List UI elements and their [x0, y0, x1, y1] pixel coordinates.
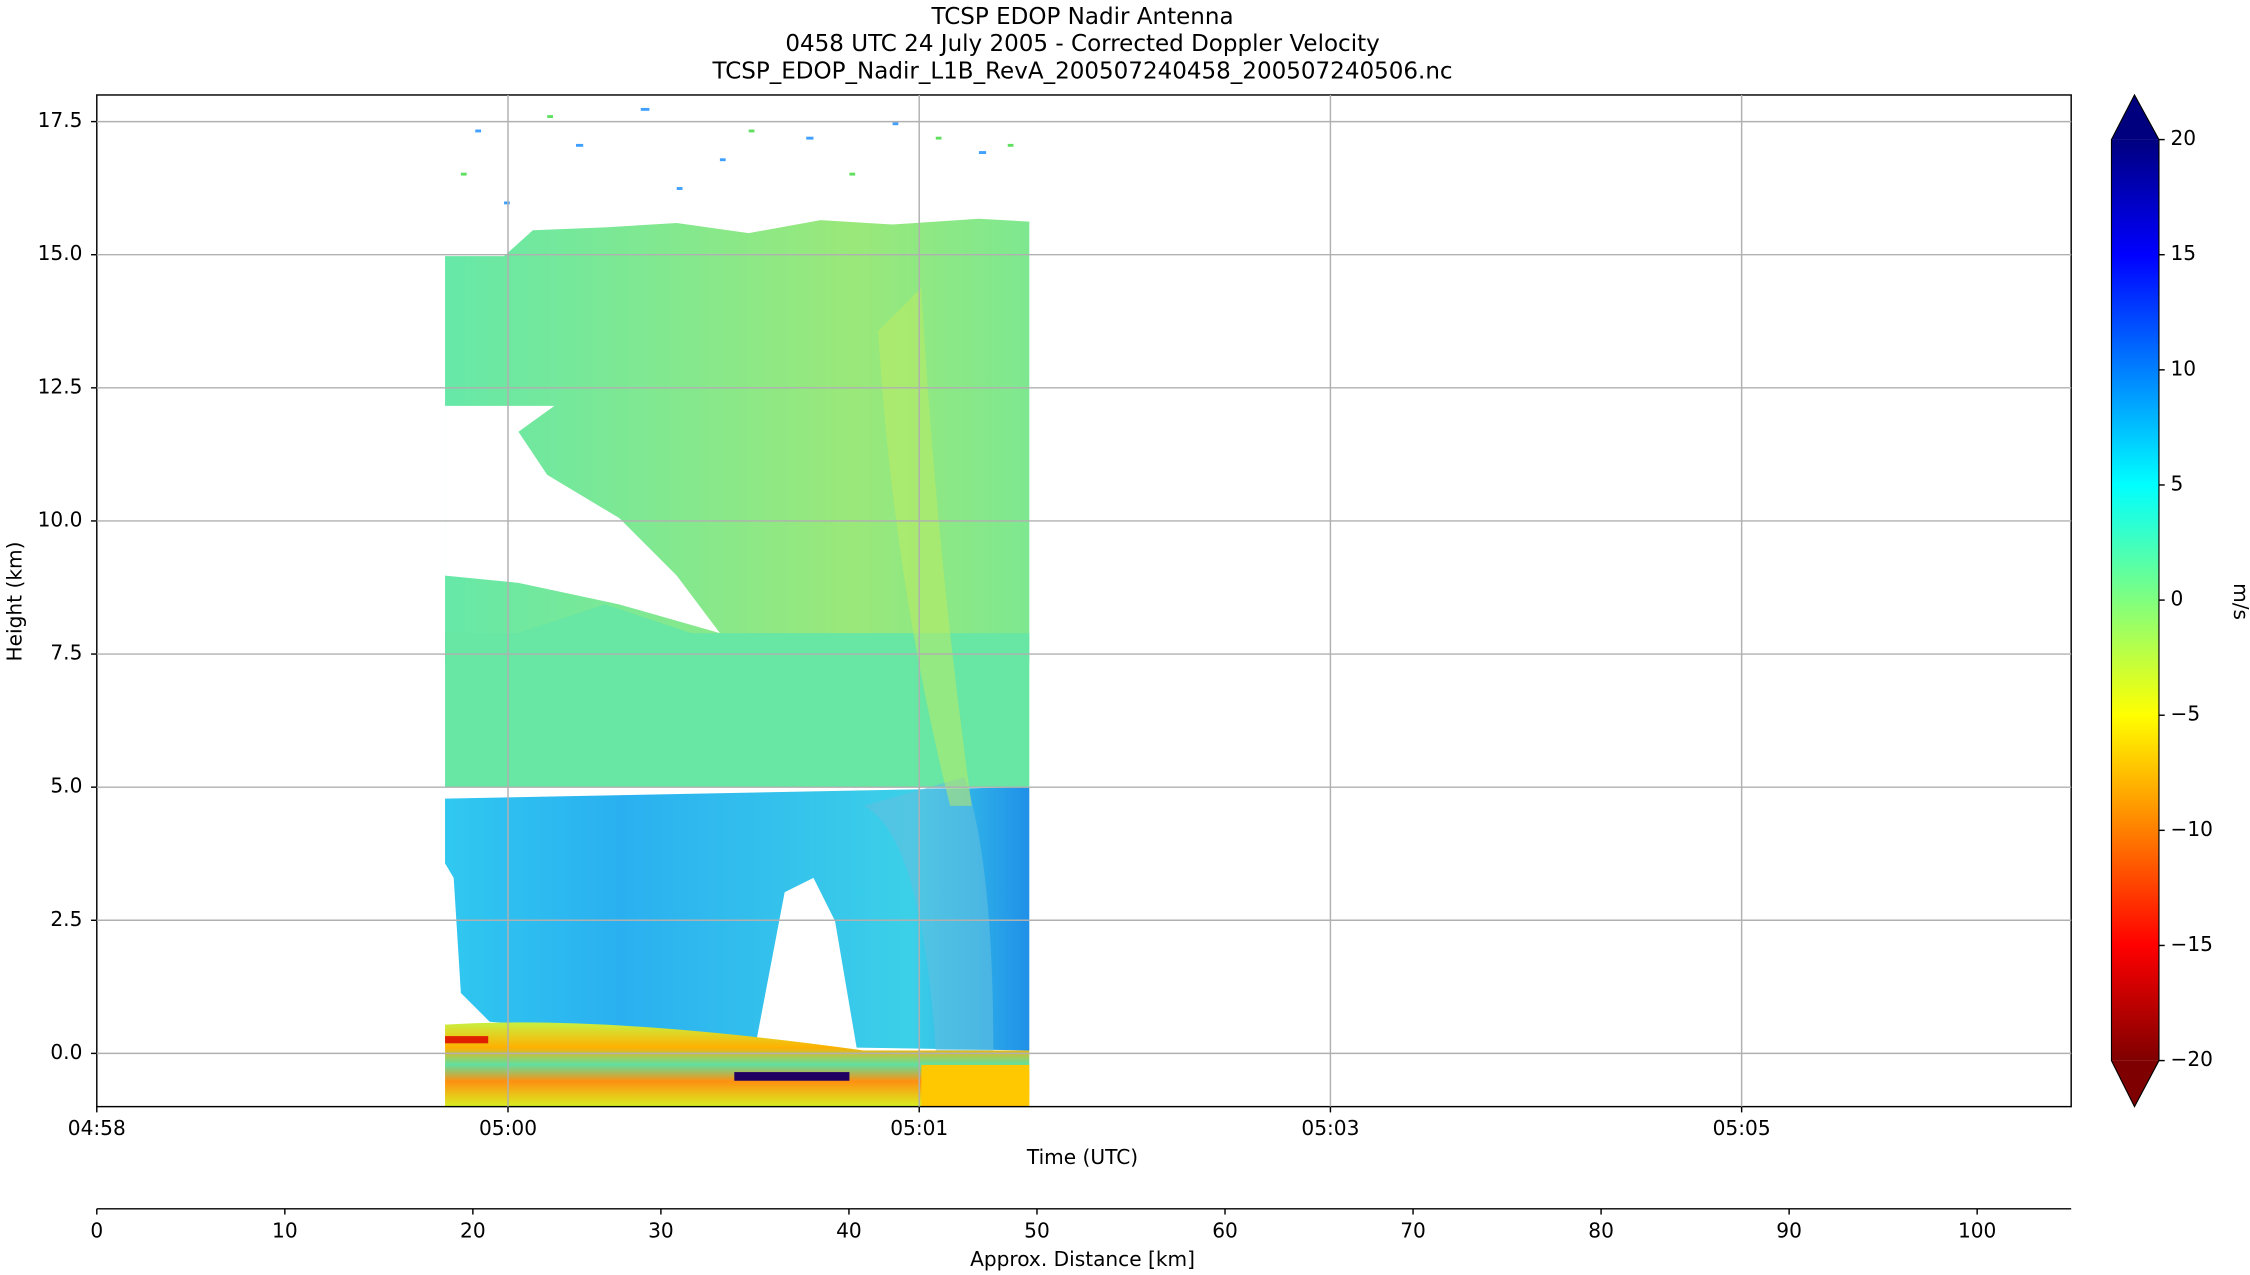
chart-subtitle: 0458 UTC 24 July 2005 - Corrected Dopple… — [785, 31, 1379, 57]
x-tick-label: 05:01 — [890, 1116, 948, 1140]
colorbar-tick-label: 20 — [2170, 126, 2196, 150]
colorbar — [2111, 139, 2159, 1061]
distance-tick-label: 70 — [1400, 1218, 1426, 1242]
y-axis-label: Height (km) — [3, 542, 27, 662]
distance-tick-label: 100 — [1958, 1218, 1996, 1242]
colorbar-extend-min — [2111, 1060, 2159, 1107]
y-tick-label: 10.0 — [38, 507, 83, 531]
colorbar-tick-label: −5 — [2170, 702, 2200, 726]
file-name: TCSP_EDOP_Nadir_L1B_RevA_200507240458_20… — [711, 58, 1452, 84]
y-tick-label: 7.5 — [50, 641, 82, 665]
distance-tick-label: 80 — [1588, 1218, 1614, 1242]
x-tick-label: 05:03 — [1301, 1116, 1359, 1140]
y-tick-label: 17.5 — [38, 108, 83, 132]
colorbar-tick-label: 5 — [2170, 471, 2183, 495]
y-tick-label: 2.5 — [50, 907, 82, 931]
plot-frame — [96, 94, 2072, 1108]
x-tick-label: 04:58 — [68, 1116, 126, 1140]
colorbar-extend-max — [2111, 94, 2159, 140]
radar-field — [445, 107, 1030, 1107]
x-tick-label: 05:05 — [1713, 1116, 1771, 1140]
colorbar-tick-label: −20 — [2170, 1047, 2212, 1071]
colorbar-tick-label: 0 — [2170, 587, 2183, 611]
distance-tick-label: 30 — [648, 1218, 674, 1242]
y-tick-label: 12.5 — [38, 374, 83, 398]
distance-tick-label: 60 — [1212, 1218, 1238, 1242]
colorbar-tick-label: 15 — [2170, 241, 2196, 265]
colorbar-tick-label: −15 — [2170, 932, 2212, 956]
x-axis-label: Time (UTC) — [1026, 1145, 1138, 1169]
distance-tick-label: 10 — [272, 1218, 298, 1242]
y-tick-label: 5.0 — [50, 774, 82, 798]
distance-tick-label: 20 — [460, 1218, 486, 1242]
distance-tick-label: 90 — [1776, 1218, 1802, 1242]
x-tick-label: 05:00 — [479, 1116, 537, 1140]
colorbar-tick-label: 10 — [2170, 356, 2196, 380]
colorbar-tick-label: −10 — [2170, 817, 2212, 841]
y-tick-label: 15.0 — [38, 241, 83, 265]
distance-tick-label: 40 — [836, 1218, 862, 1242]
y-tick-label: 0.0 — [50, 1040, 82, 1064]
distance-tick-label: 0 — [90, 1218, 103, 1242]
colorbar-label: m/s — [2229, 583, 2250, 620]
distance-tick-label: 50 — [1024, 1218, 1050, 1242]
distance-axis-label: Approx. Distance [km] — [970, 1247, 1195, 1271]
chart-title: TCSP EDOP Nadir Antenna — [931, 4, 1234, 30]
